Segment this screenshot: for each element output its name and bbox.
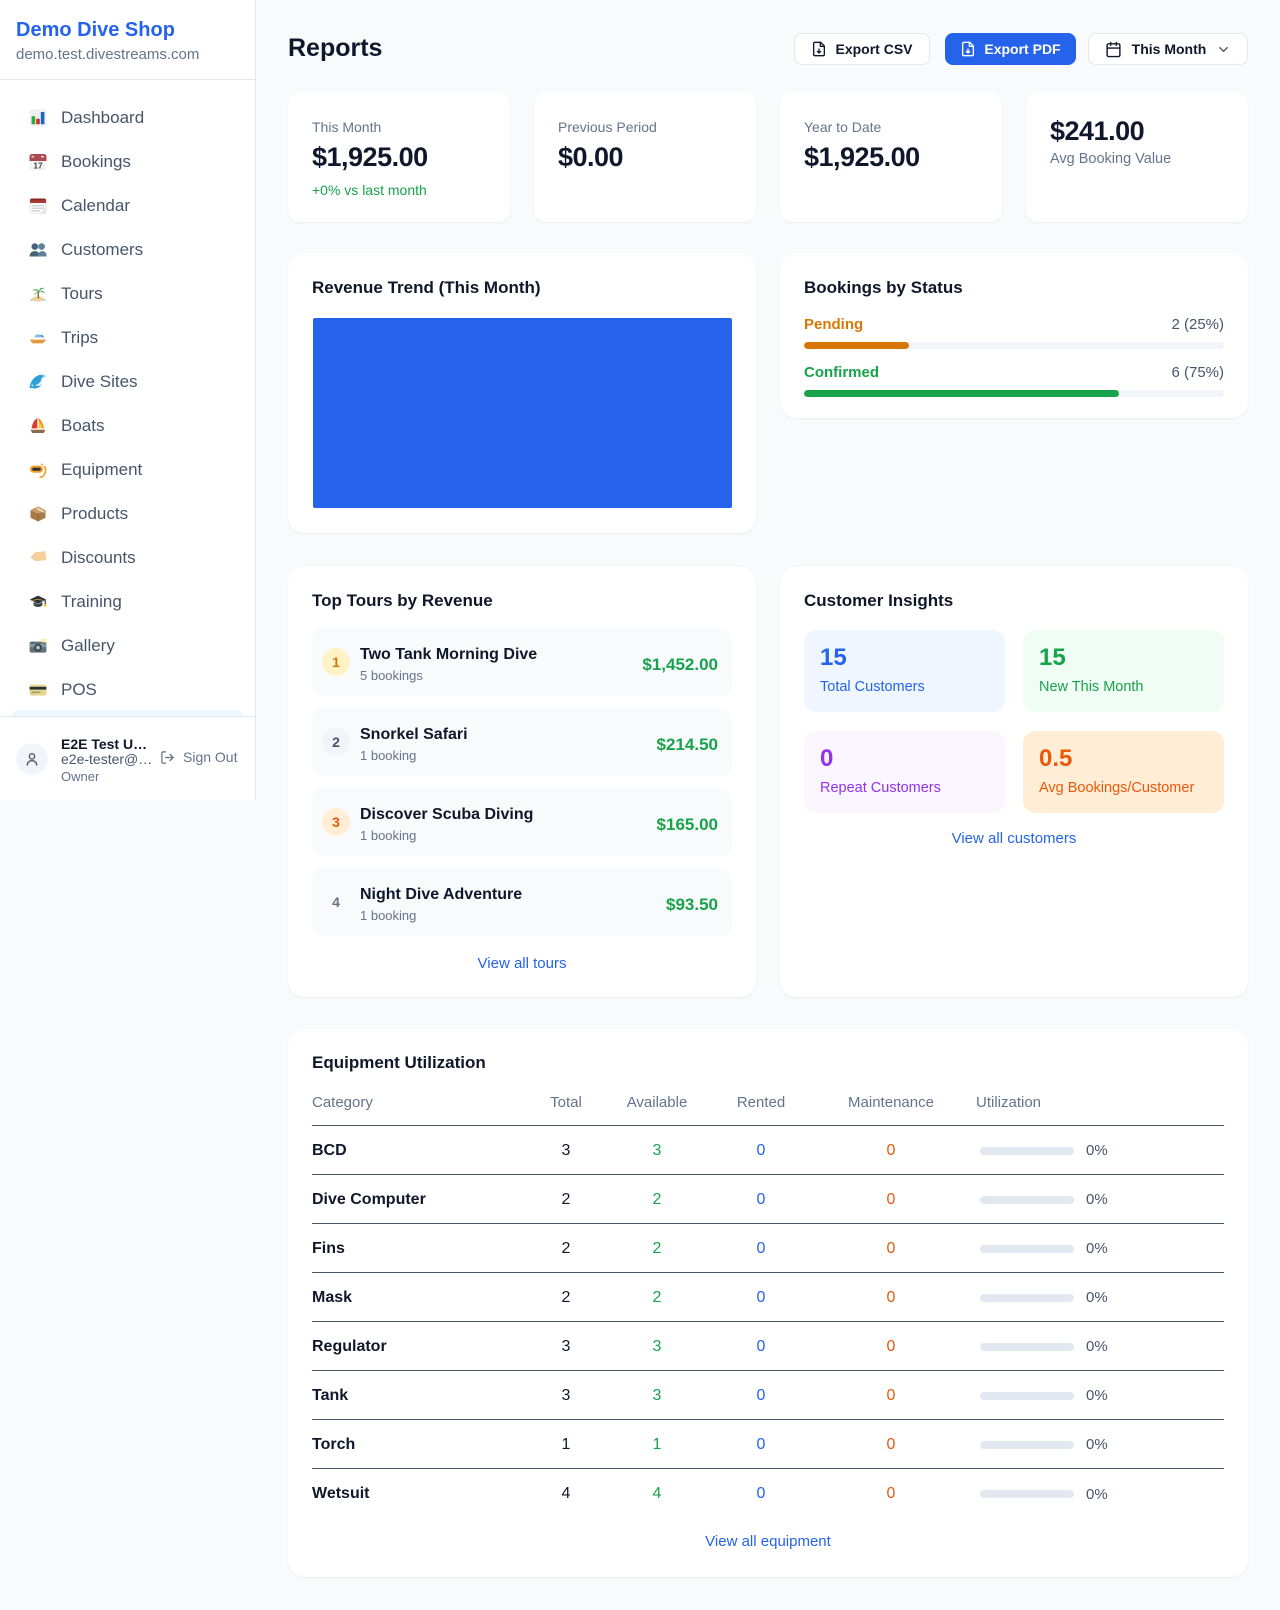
svg-text:17: 17 — [33, 160, 43, 170]
